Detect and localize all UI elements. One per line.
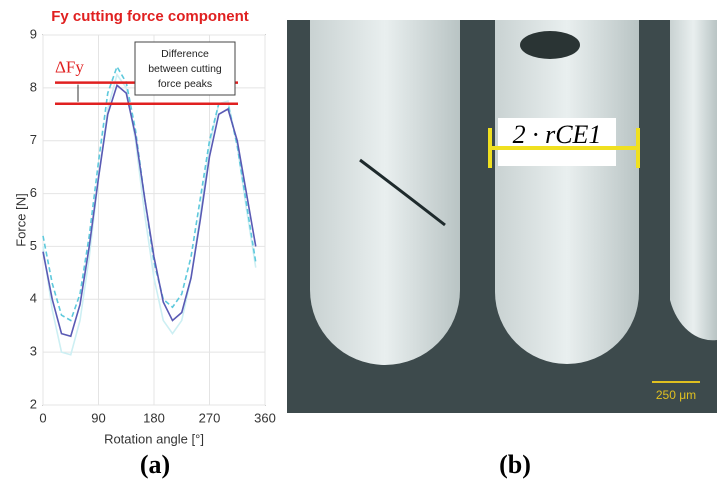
delta-label: ΔFy: [55, 57, 84, 76]
panel-label: (a): [140, 450, 170, 479]
series-line: [42, 64, 257, 322]
panel-label: (b): [499, 450, 531, 479]
annotation-box: [134, 41, 236, 96]
y-tick-label: 8: [30, 79, 37, 94]
photo: 2 · rCE1 250 μm: [287, 20, 717, 413]
x-tick-label: 180: [143, 410, 165, 425]
y-tick-label: 2: [30, 396, 37, 411]
defect: [520, 31, 580, 59]
x-axis-label: Rotation angle [°]: [104, 431, 204, 446]
y-tick-label: 7: [30, 132, 37, 147]
annotation-text: Difference: [161, 48, 209, 60]
series-line: [42, 83, 257, 338]
y-tick-label: 3: [30, 344, 37, 359]
groove: [310, 20, 460, 365]
annotation-text: between cutting: [148, 63, 222, 75]
y-axis-label: Force [N]: [13, 193, 28, 246]
label-box: [498, 118, 616, 166]
groove: [495, 20, 639, 364]
x-tick-label: 0: [39, 410, 46, 425]
annotation-text: force peaks: [158, 78, 212, 90]
dimension-label: 2 · rCE1: [513, 120, 602, 149]
y-tick-label: 9: [30, 26, 37, 41]
scale-bar-label: 250 μm: [656, 388, 696, 402]
crack: [359, 158, 446, 227]
groove: [670, 20, 717, 341]
chart-title: Fy cutting force component: [51, 8, 249, 25]
y-tick-label: 6: [30, 185, 37, 200]
y-tick-label: 4: [30, 291, 37, 306]
x-tick-label: 360: [254, 410, 276, 425]
x-tick-label: 270: [199, 410, 221, 425]
y-tick-label: 5: [30, 238, 37, 253]
x-tick-label: 90: [91, 410, 105, 425]
